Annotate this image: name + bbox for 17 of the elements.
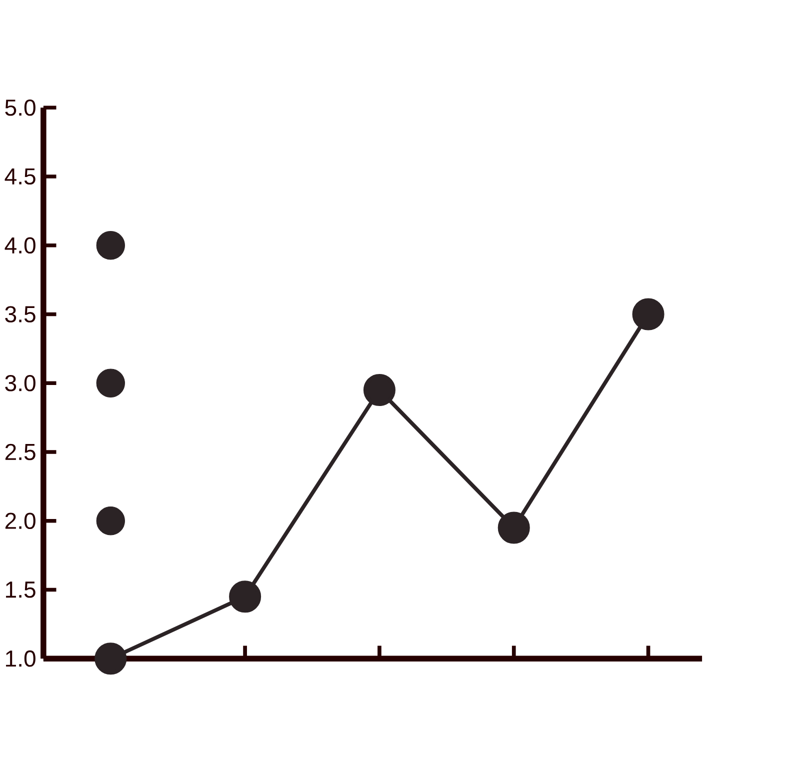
y-tick-label: 4.0: [4, 237, 36, 254]
y-tick-label: 1.0: [6, 650, 36, 667]
point: [96, 368, 125, 398]
y-tick-label: 3.0: [5, 375, 36, 392]
y-tick-label: 3.5: [5, 306, 36, 323]
y-tick-label: 2.0: [5, 512, 36, 530]
y-tick-label: 2.5: [5, 444, 36, 460]
point: [229, 580, 262, 613]
point: [94, 642, 127, 675]
point: [632, 298, 664, 330]
point: [498, 512, 530, 544]
point: [363, 374, 396, 406]
point: [96, 506, 125, 536]
y-tick-label: 4.5: [4, 168, 36, 185]
y-tick-label: 5.0: [5, 100, 36, 116]
point: [96, 231, 125, 260]
y-tick-label: 1.5: [6, 582, 36, 598]
